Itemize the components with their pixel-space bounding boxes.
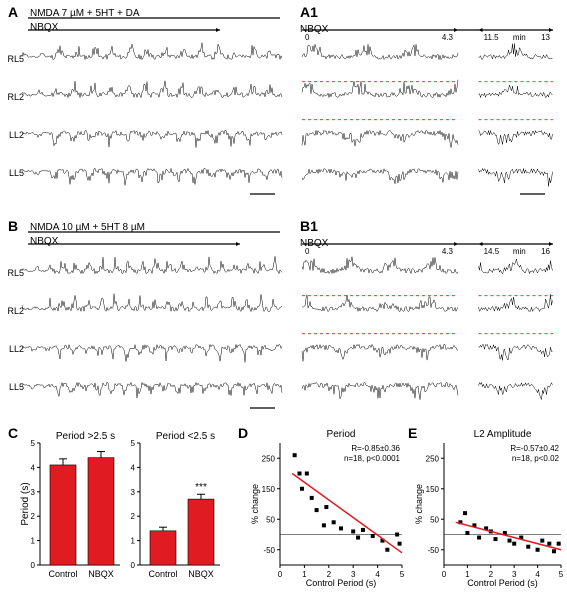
panel-d-label: D bbox=[238, 425, 248, 441]
panel-a-traces: 30 s bbox=[20, 16, 290, 196]
svg-text:2: 2 bbox=[31, 512, 36, 521]
svg-text:0: 0 bbox=[131, 561, 136, 570]
row-label-a-rl2: RL2 bbox=[0, 92, 24, 102]
svg-text:4: 4 bbox=[31, 463, 36, 472]
svg-text:0: 0 bbox=[305, 247, 310, 256]
svg-text:Control: Control bbox=[148, 569, 177, 579]
svg-text:1: 1 bbox=[31, 537, 36, 546]
svg-text:R=-0.57±0.42: R=-0.57±0.42 bbox=[510, 444, 559, 453]
svg-text:***: *** bbox=[195, 482, 207, 493]
svg-text:3: 3 bbox=[131, 488, 136, 497]
svg-text:n=18, p<0.02: n=18, p<0.02 bbox=[512, 454, 560, 463]
svg-text:4.3: 4.3 bbox=[442, 247, 454, 256]
svg-text:% change: % change bbox=[250, 484, 260, 524]
svg-text:150: 150 bbox=[262, 485, 276, 494]
svg-text:Control Period (s): Control Period (s) bbox=[467, 578, 538, 588]
svg-text:NBQX: NBQX bbox=[188, 569, 214, 579]
row-label-a-ll5: LL5 bbox=[0, 168, 24, 178]
panel-d-chart: Period-5050150250012345% changeControl P… bbox=[248, 425, 408, 590]
svg-text:5: 5 bbox=[559, 570, 564, 579]
svg-text:4.3: 4.3 bbox=[442, 33, 454, 42]
panel-c-label: C bbox=[8, 425, 18, 441]
svg-text:Control: Control bbox=[48, 569, 77, 579]
svg-text:0: 0 bbox=[305, 33, 310, 42]
svg-text:0: 0 bbox=[278, 570, 283, 579]
svg-text:-50: -50 bbox=[427, 546, 439, 555]
svg-text:250: 250 bbox=[426, 454, 440, 463]
row-label-a-ll2: LL2 bbox=[0, 130, 24, 140]
figure-root: A A1 NMDA 7 µM + 5HT + DA NBQX NBQX 30 s… bbox=[0, 0, 567, 592]
svg-text:-50: -50 bbox=[263, 546, 275, 555]
svg-text:3: 3 bbox=[31, 488, 36, 497]
panel-a1-traces: 04.311.5min1330 s bbox=[300, 16, 560, 196]
svg-text:0: 0 bbox=[31, 561, 36, 570]
svg-text:n=18, p<0.0001: n=18, p<0.0001 bbox=[344, 454, 401, 463]
svg-text:2: 2 bbox=[131, 512, 136, 521]
svg-text:150: 150 bbox=[426, 485, 440, 494]
svg-text:NBQX: NBQX bbox=[88, 569, 114, 579]
row-label-b-ll5: LL5 bbox=[0, 382, 24, 392]
svg-text:min: min bbox=[513, 247, 526, 256]
svg-text:0: 0 bbox=[442, 570, 447, 579]
svg-text:5: 5 bbox=[31, 439, 36, 448]
svg-text:50: 50 bbox=[266, 515, 275, 524]
svg-text:5: 5 bbox=[400, 570, 405, 579]
svg-text:13: 13 bbox=[541, 33, 550, 42]
svg-text:11.5: 11.5 bbox=[484, 33, 500, 42]
svg-text:14.5: 14.5 bbox=[484, 247, 500, 256]
panel-c-chart: Period >2.5 s Period <2.5 s Period (s) 0 1 2 3… bbox=[20, 425, 230, 590]
svg-text:% change: % change bbox=[414, 484, 424, 524]
svg-text:Period (s): Period (s) bbox=[20, 482, 31, 525]
svg-text:Period: Period bbox=[327, 429, 356, 440]
panel-a-label: A bbox=[8, 4, 18, 20]
svg-text:16: 16 bbox=[541, 247, 550, 256]
row-label-b-rl2: RL2 bbox=[0, 306, 24, 316]
svg-text:L2 Amplitude: L2 Amplitude bbox=[474, 429, 532, 440]
row-label-a-rl5: RL5 bbox=[0, 54, 24, 64]
svg-text:4: 4 bbox=[131, 463, 136, 472]
svg-text:1: 1 bbox=[131, 537, 136, 546]
svg-text:Period >2.5 s: Period >2.5 s bbox=[56, 431, 115, 442]
svg-text:250: 250 bbox=[262, 454, 276, 463]
panel-b-label: B bbox=[8, 218, 18, 234]
panel-b-traces: 30 s bbox=[20, 230, 290, 410]
svg-text:Control Period (s): Control Period (s) bbox=[306, 578, 377, 588]
svg-text:5: 5 bbox=[131, 439, 136, 448]
svg-text:min: min bbox=[513, 33, 526, 42]
panel-b1-traces: 0 4.3 14.5 min 16 bbox=[300, 230, 560, 410]
row-label-b-rl5: RL5 bbox=[0, 268, 24, 278]
svg-text:R=-0.85±0.36: R=-0.85±0.36 bbox=[351, 444, 400, 453]
svg-text:50: 50 bbox=[430, 515, 439, 524]
svg-text:Period <2.5 s: Period <2.5 s bbox=[156, 431, 215, 442]
row-label-b-ll2: LL2 bbox=[0, 344, 24, 354]
panel-e-chart: L2 Amplitude-5050150250012345% changeCon… bbox=[412, 425, 567, 590]
